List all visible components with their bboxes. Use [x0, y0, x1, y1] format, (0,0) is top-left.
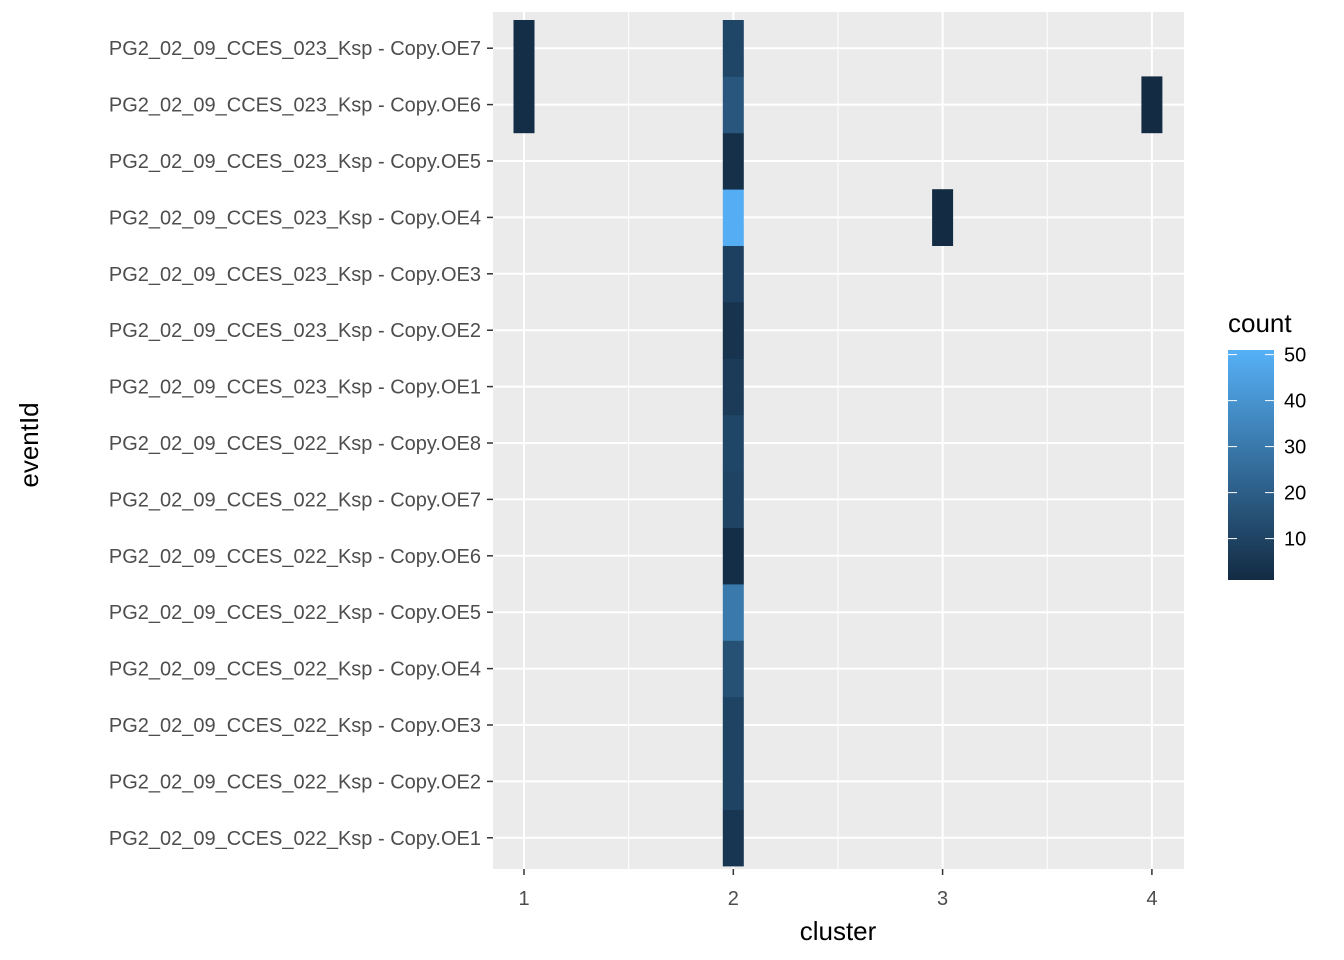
x-tick-label: 2 — [728, 888, 739, 910]
x-tick-label: 1 — [518, 888, 529, 910]
y-tick-label: PG2_02_09_CCES_023_Ksp - Copy.OE5 — [109, 151, 481, 173]
heatmap-tile — [722, 527, 744, 585]
minor-grid — [628, 12, 1048, 869]
legend-tick-label: 10 — [1284, 529, 1306, 551]
heatmap-tile — [722, 471, 744, 528]
heatmap-tile — [722, 414, 744, 472]
heatmap-tile — [722, 20, 744, 77]
legend-tick-label: 40 — [1284, 391, 1306, 413]
heatmap-tile — [1141, 76, 1163, 134]
y-tick-label: PG2_02_09_CCES_023_Ksp - Copy.OE6 — [109, 95, 481, 117]
heatmap-tile — [932, 189, 954, 246]
y-tick-label: PG2_02_09_CCES_022_Ksp - Copy.OE6 — [109, 546, 481, 568]
y-tick-label: PG2_02_09_CCES_023_Ksp - Copy.OE1 — [109, 377, 481, 399]
heatmap-tile — [722, 696, 744, 754]
y-tick-label: PG2_02_09_CCES_022_Ksp - Copy.OE1 — [109, 828, 481, 850]
legend: count 10 20 30 40 50 — [1228, 308, 1306, 580]
heatmap-tile — [513, 76, 535, 134]
legend-tick-label: 20 — [1284, 483, 1306, 505]
heatmap-tile — [513, 20, 535, 77]
y-tick-label: PG2_02_09_CCES_022_Ksp - Copy.OE7 — [109, 489, 481, 511]
y-tick-label: PG2_02_09_CCES_022_Ksp - Copy.OE8 — [109, 433, 481, 455]
heatmap-tile — [722, 640, 744, 698]
heatmap-tile — [722, 302, 744, 359]
heatmap-tile — [722, 809, 744, 867]
heatmap-tile — [722, 189, 744, 246]
x-axis-title: cluster — [800, 916, 877, 946]
y-axis-title: eventId — [14, 402, 44, 487]
legend-colorbar — [1228, 350, 1274, 580]
plot-panel — [493, 12, 1184, 869]
y-tick-label: PG2_02_09_CCES_023_Ksp - Copy.OE2 — [109, 320, 481, 342]
x-axis: 1 2 3 4 — [518, 869, 1157, 910]
legend-title: count — [1228, 308, 1292, 338]
y-tick-label: PG2_02_09_CCES_023_Ksp - Copy.OE4 — [109, 207, 481, 229]
heatmap-tile — [722, 753, 744, 810]
heatmap-tile — [722, 584, 744, 641]
legend-tick-label: 30 — [1284, 437, 1306, 459]
heatmap-tiles — [513, 20, 1163, 867]
x-tick-label: 4 — [1146, 888, 1157, 910]
y-tick-label: PG2_02_09_CCES_023_Ksp - Copy.OE7 — [109, 38, 481, 60]
x-tick-label: 3 — [937, 888, 948, 910]
y-axis: PG2_02_09_CCES_022_Ksp - Copy.OE1 PG2_02_… — [109, 38, 493, 850]
y-tick-label: PG2_02_09_CCES_022_Ksp - Copy.OE3 — [109, 715, 481, 737]
y-tick-label: PG2_02_09_CCES_022_Ksp - Copy.OE5 — [109, 602, 481, 624]
y-tick-label: PG2_02_09_CCES_022_Ksp - Copy.OE2 — [109, 771, 481, 793]
major-grid — [493, 12, 1184, 869]
heatmap-tile — [722, 132, 744, 190]
heatmap-tile — [722, 76, 744, 134]
heatmap-tile — [722, 358, 744, 416]
legend-tick-label: 50 — [1284, 345, 1306, 367]
y-tick-label: PG2_02_09_CCES_022_Ksp - Copy.OE4 — [109, 659, 481, 681]
legend-ticks: 10 20 30 40 50 — [1228, 345, 1306, 551]
y-tick-label: PG2_02_09_CCES_023_Ksp - Copy.OE3 — [109, 264, 481, 286]
heatmap-tile — [722, 245, 744, 303]
